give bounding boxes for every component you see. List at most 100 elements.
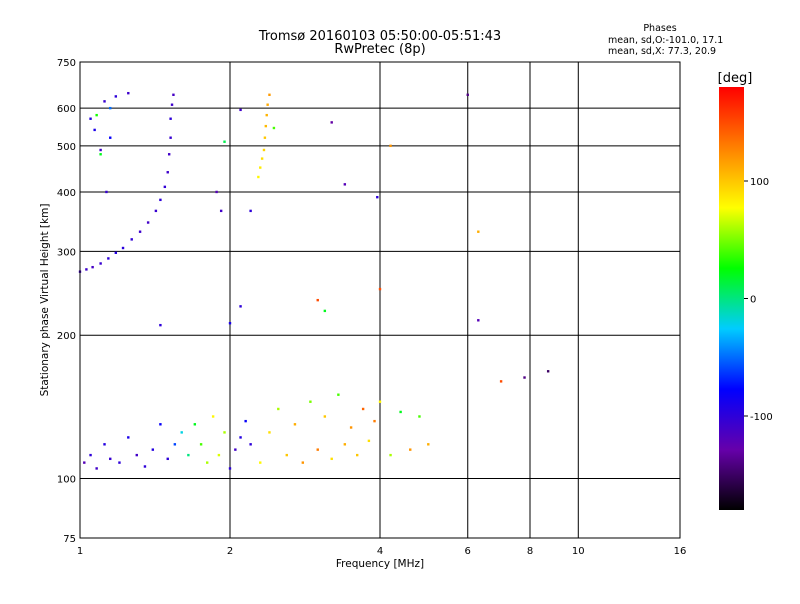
data-point (249, 443, 252, 446)
data-point (114, 95, 118, 98)
stats-heading: Phases (643, 23, 676, 34)
data-point (114, 251, 118, 255)
data-point (105, 190, 108, 194)
data-point (373, 419, 376, 423)
y-tick-label: 500 (57, 142, 76, 153)
data-point (234, 448, 237, 451)
data-point (260, 157, 264, 160)
data-point (219, 209, 223, 213)
grid-lines (80, 62, 680, 538)
data-point (180, 431, 183, 434)
x-tick-label: 10 (572, 546, 585, 557)
y-axis-ticks: 75 100 200 300 400 500 600 750 (57, 58, 76, 545)
data-point (83, 461, 86, 464)
y-tick-label: 300 (57, 247, 76, 258)
data-point (301, 461, 305, 464)
data-point (163, 185, 167, 189)
data-point (263, 136, 267, 139)
x-axis-ticks: 1 2 4 6 8 10 16 (77, 546, 687, 557)
data-point (361, 407, 365, 411)
data-point (95, 467, 98, 470)
y-tick-label: 75 (63, 534, 76, 545)
data-point (121, 246, 125, 250)
data-point (389, 144, 392, 148)
y-tick-label: 400 (57, 188, 76, 199)
data-point (466, 93, 469, 96)
data-point (266, 103, 269, 106)
data-point (316, 448, 319, 451)
x-tick-label: 6 (465, 546, 471, 557)
data-point (89, 453, 92, 457)
data-point (99, 153, 102, 156)
data-point (169, 117, 172, 120)
data-point (166, 457, 169, 461)
data-point (211, 415, 215, 418)
data-point (389, 453, 392, 457)
data-point (265, 113, 268, 117)
stats-x-mode: mean, sd,X: 77.3, 20.9 (608, 46, 716, 57)
data-point (272, 126, 276, 130)
data-point (205, 461, 209, 464)
data-point (93, 128, 96, 132)
data-point (215, 190, 218, 194)
x-tick-label: 16 (674, 546, 687, 557)
data-point (499, 380, 503, 383)
colorbar-ticks: -100 0 100 (744, 177, 773, 423)
stats-o-mode: mean, sd,O:-101.0, 17.1 (608, 35, 723, 46)
data-point (349, 426, 353, 429)
data-point (337, 393, 340, 396)
data-point (95, 113, 98, 117)
data-point (223, 140, 226, 143)
x-tick-label: 2 (227, 546, 233, 557)
data-point (244, 419, 247, 423)
data-point (199, 443, 203, 446)
data-point (89, 117, 92, 120)
data-point (173, 443, 177, 446)
data-point (217, 453, 221, 457)
colorbar-tick-label: 100 (750, 177, 769, 188)
data-point (259, 461, 262, 464)
data-point (109, 106, 112, 110)
data-point (127, 436, 130, 439)
data-point (166, 171, 169, 174)
data-point (378, 287, 382, 291)
data-point (85, 268, 88, 271)
data-point (239, 436, 242, 439)
data-point (343, 183, 347, 186)
colorbar-tick-label: 0 (750, 295, 756, 306)
plot-frame (79, 61, 681, 539)
data-point (109, 136, 112, 139)
data-point (343, 443, 347, 446)
chart-subtitle: RwPretec (8p) (334, 42, 425, 57)
data-point (285, 453, 288, 457)
data-point (187, 453, 190, 457)
data-point (355, 453, 359, 457)
data-point (259, 166, 262, 169)
y-tick-label: 750 (57, 58, 76, 69)
data-point (523, 376, 526, 379)
data-point (107, 257, 110, 260)
data-point (330, 457, 333, 461)
colorbar (719, 87, 744, 510)
data-point (127, 91, 130, 95)
data-point (323, 415, 327, 418)
y-tick-label: 100 (57, 475, 76, 486)
data-point (268, 93, 271, 96)
data-point (193, 423, 197, 426)
data-point (223, 431, 226, 434)
data-point (262, 148, 266, 152)
data-point (477, 319, 480, 322)
data-point (99, 262, 102, 265)
data-point (138, 230, 142, 233)
data-point (399, 410, 402, 414)
data-point (172, 93, 175, 96)
data-point (376, 195, 379, 199)
data-point (118, 461, 121, 464)
data-point (169, 136, 172, 139)
y-tick-label: 200 (57, 331, 76, 342)
x-tick-label: 1 (77, 546, 83, 557)
data-point (109, 457, 112, 461)
data-point (159, 198, 162, 202)
